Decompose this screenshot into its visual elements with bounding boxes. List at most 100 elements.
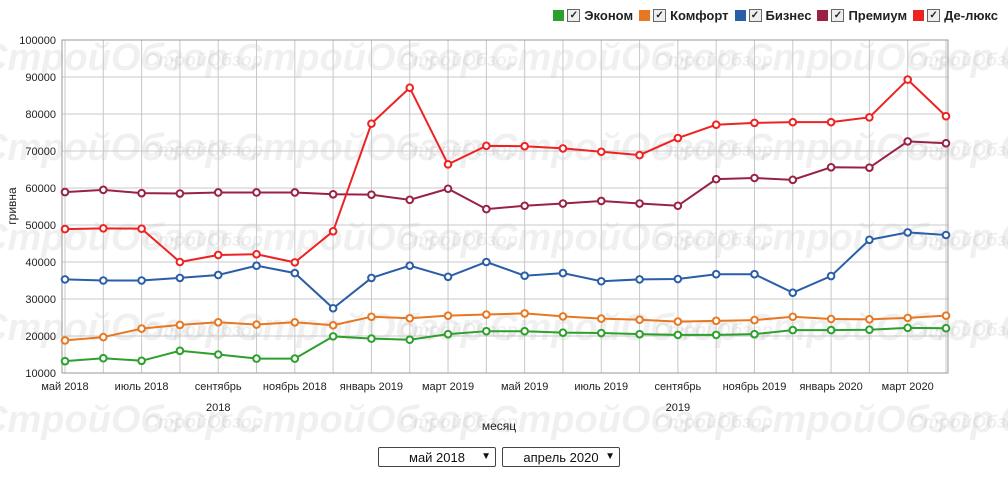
data-point-4 <box>443 160 453 169</box>
data-point-2 <box>673 274 683 284</box>
data-point-1 <box>328 320 338 330</box>
data-point-4 <box>175 257 185 267</box>
data-point-0 <box>290 354 300 363</box>
to-month-select[interactable]: апрель 2020 ▼ <box>502 447 620 467</box>
data-point-1 <box>903 313 912 323</box>
x-tick-label: март 2020 <box>882 381 934 393</box>
data-point-1 <box>865 315 874 324</box>
legend-label-econom: Эконом <box>584 8 634 23</box>
data-point-4 <box>865 113 874 122</box>
y-tick-label: 20000 <box>25 331 56 343</box>
data-point-1 <box>99 332 108 342</box>
y-tick-label: 30000 <box>25 294 56 306</box>
to-month-value: апрель 2020 <box>523 449 599 465</box>
watermark-text: СтройОбзор <box>1000 307 1008 349</box>
watermark-text-small: СтройОбзор <box>910 140 1008 160</box>
data-point-4 <box>520 141 529 151</box>
data-point-3 <box>711 174 721 184</box>
data-point-3 <box>596 196 606 206</box>
x-tick-label: май 2019 <box>501 381 548 393</box>
checkbox-premium[interactable]: ✓ <box>831 9 845 22</box>
data-point-0 <box>252 354 261 363</box>
x-tick-label: июль 2019 <box>574 381 628 393</box>
legend-item-deluxe[interactable]: ✓ Де-люкс <box>913 8 998 23</box>
data-point-2 <box>443 272 453 282</box>
watermark-text-small: СтройОбзор <box>655 230 773 250</box>
data-point-4 <box>367 119 376 128</box>
data-point-4 <box>137 224 146 233</box>
legend-item-premium[interactable]: ✓ Премиум <box>817 8 907 23</box>
data-point-1 <box>750 315 759 325</box>
watermark-text: СтройОбзор <box>1000 37 1008 79</box>
data-point-2 <box>558 268 568 278</box>
data-point-3 <box>673 201 683 211</box>
data-point-1 <box>558 312 568 321</box>
series-line-3 <box>64 140 947 211</box>
data-point-3 <box>405 195 415 205</box>
data-point-3 <box>482 204 491 214</box>
data-point-3 <box>826 162 836 172</box>
y-tick-label: 70000 <box>25 146 56 158</box>
y-axis-label: гривна <box>5 187 19 225</box>
legend-label-komfort: Комфорт <box>670 8 729 23</box>
from-month-select[interactable]: май 2018 ▼ <box>378 447 496 467</box>
data-point-1 <box>711 316 721 326</box>
watermark-text: СтройОбзор <box>490 127 739 169</box>
data-point-4 <box>903 75 912 84</box>
data-point-4 <box>711 120 721 130</box>
data-point-3 <box>865 163 874 172</box>
data-point-2 <box>596 276 606 286</box>
data-point-0 <box>750 329 759 339</box>
data-point-2 <box>482 257 491 267</box>
checkbox-econom[interactable]: ✓ <box>567 9 581 22</box>
data-point-1 <box>941 311 951 320</box>
x-tick-label: ноябрь 2018 <box>263 381 327 393</box>
legend-item-econom[interactable]: ✓ Эконом <box>553 8 633 23</box>
checkbox-komfort[interactable]: ✓ <box>653 9 667 22</box>
data-point-2 <box>213 270 223 280</box>
data-point-2 <box>99 276 108 285</box>
x-tick-label: сентябрь <box>654 381 701 393</box>
watermark-text: СтройОбзор <box>0 37 229 79</box>
series-line-4 <box>64 78 947 264</box>
x-tick-label: июль 2018 <box>115 381 169 393</box>
data-point-4 <box>482 141 491 151</box>
data-point-1 <box>367 312 376 322</box>
data-point-2 <box>520 271 529 280</box>
data-point-4 <box>290 258 300 267</box>
legend-swatch-komfort <box>639 10 651 21</box>
watermark-text: СтройОбзор <box>1000 217 1008 259</box>
data-point-2 <box>941 230 951 240</box>
legend-item-komfort[interactable]: ✓ Комфорт <box>639 8 729 23</box>
x-tick-label: май 2018 <box>41 381 88 393</box>
data-point-0 <box>711 330 721 340</box>
data-point-3 <box>60 187 70 197</box>
date-range-controls: май 2018 ▼ апрель 2020 ▼ <box>378 447 626 467</box>
data-point-3 <box>137 188 146 198</box>
data-point-2 <box>635 275 644 284</box>
watermark-text-small: СтройОбзор <box>145 230 263 250</box>
data-point-4 <box>252 249 261 259</box>
watermark-text: СтройОбзор <box>0 127 229 169</box>
data-point-2 <box>865 235 874 245</box>
watermark-text: СтройОбзор <box>235 399 484 441</box>
data-point-3 <box>903 137 912 146</box>
legend-item-biznes[interactable]: ✓ Бизнес <box>734 8 811 23</box>
data-point-0 <box>60 356 70 366</box>
data-point-2 <box>788 288 798 298</box>
dropdown-arrow-icon: ▼ <box>605 451 615 462</box>
checkbox-deluxe[interactable]: ✓ <box>927 9 941 22</box>
y-tick-label: 60000 <box>25 183 56 195</box>
data-point-0 <box>865 325 874 335</box>
x-tick-label: ноябрь 2019 <box>723 381 787 393</box>
data-point-0 <box>405 335 415 345</box>
data-point-1 <box>788 312 798 322</box>
data-point-1 <box>290 318 300 327</box>
checkbox-biznes[interactable]: ✓ <box>748 9 762 22</box>
plot-border <box>61 39 949 374</box>
data-point-3 <box>941 138 951 148</box>
data-point-1 <box>482 310 491 319</box>
data-point-2 <box>137 276 146 285</box>
data-point-0 <box>635 329 644 339</box>
